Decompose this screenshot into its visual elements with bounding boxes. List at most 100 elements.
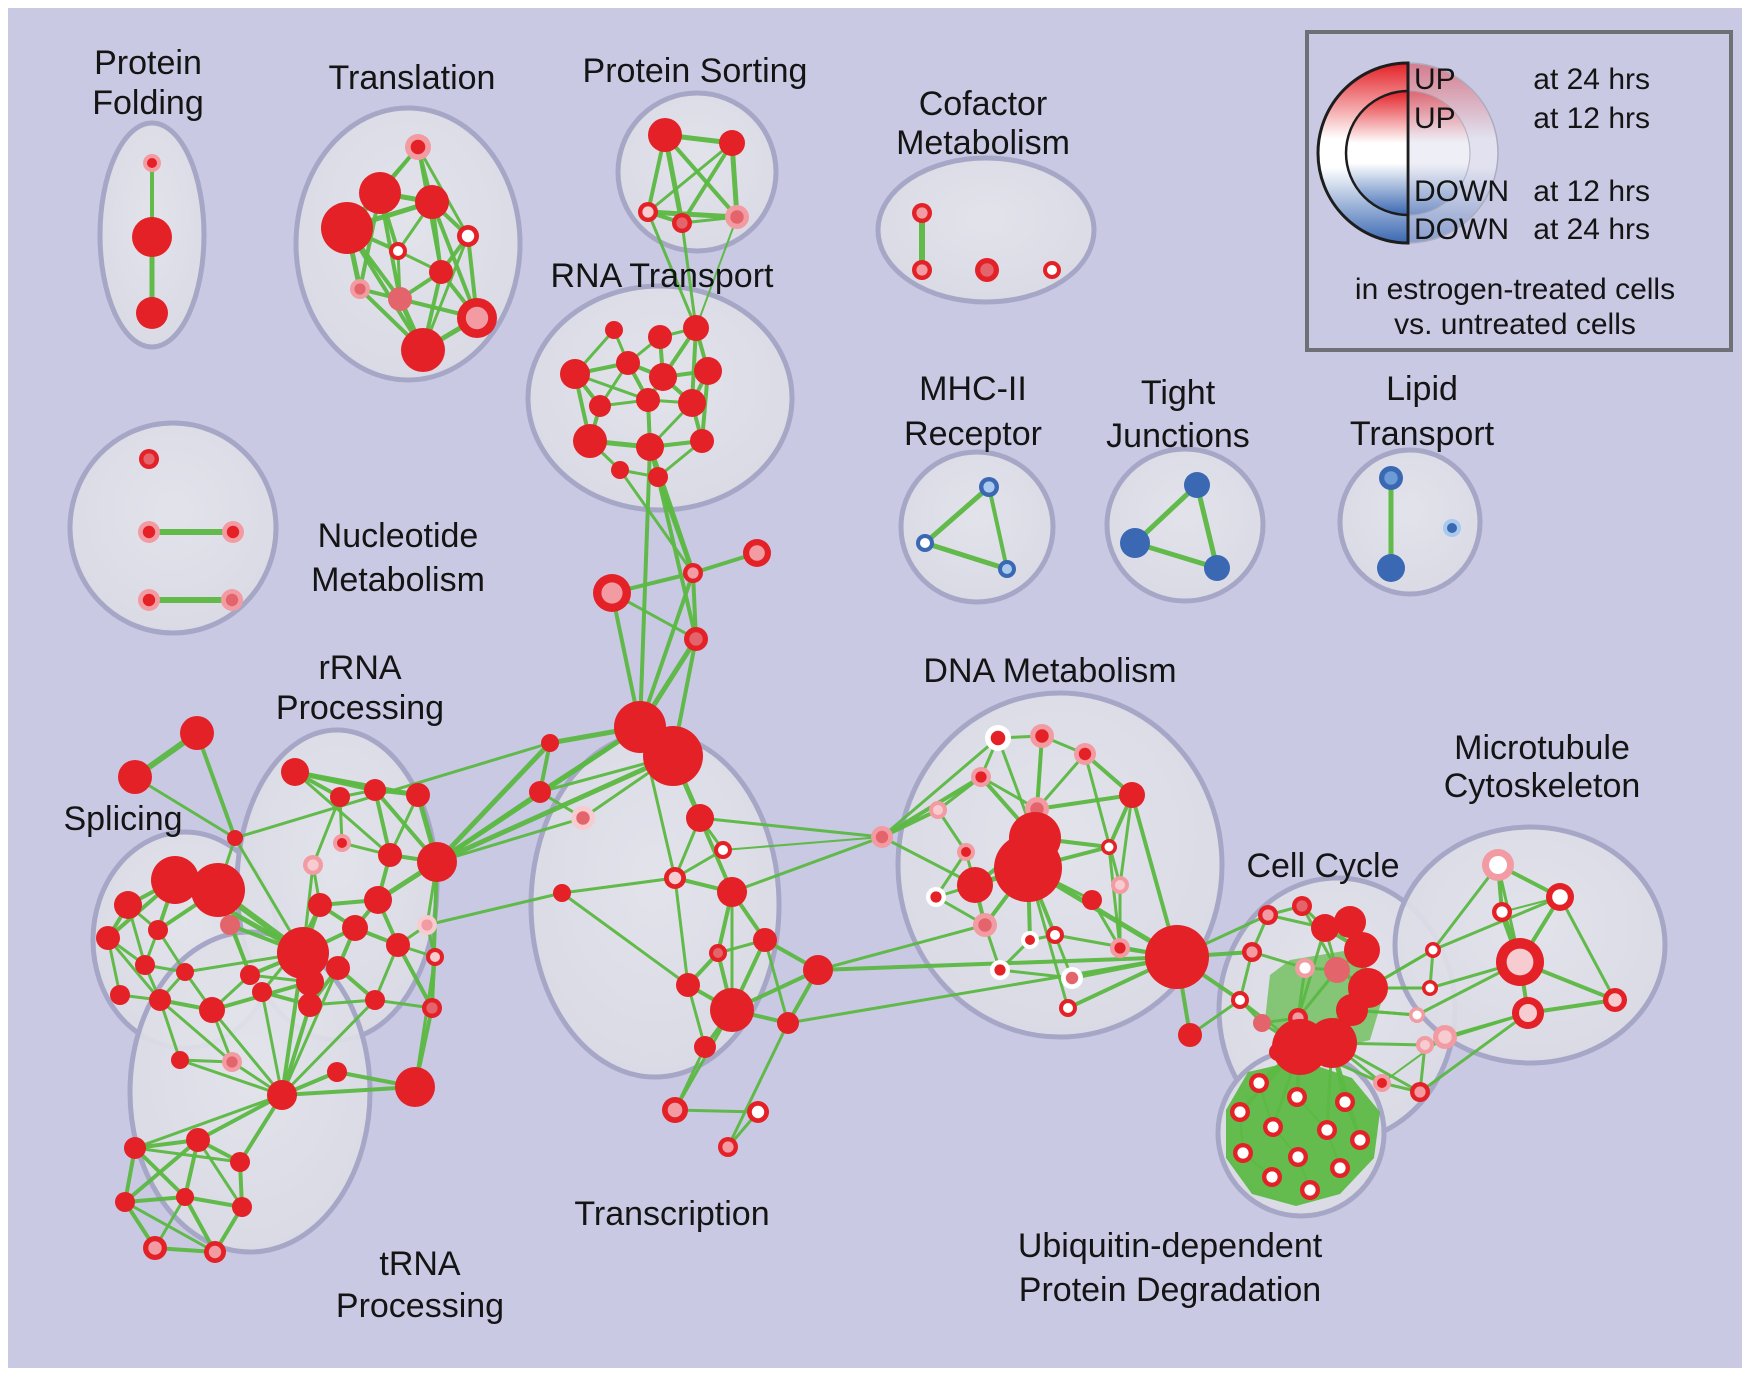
node [191, 863, 245, 917]
node [719, 130, 745, 156]
node [683, 315, 709, 341]
node [180, 716, 214, 750]
node-core [718, 845, 728, 855]
cluster-ellipse-tight-junctions [1104, 446, 1266, 604]
edge [1558, 895, 1617, 1002]
node [1311, 914, 1339, 942]
node [803, 955, 833, 985]
node [298, 993, 322, 1017]
node-core [994, 964, 1006, 976]
node-core [713, 948, 723, 958]
node-core [601, 582, 623, 604]
edge [618, 468, 695, 575]
node [1344, 932, 1380, 968]
node-core [1104, 842, 1114, 852]
legend-time-label: at 24 hrs [1533, 63, 1650, 96]
edge [1035, 793, 1134, 811]
node [636, 433, 664, 461]
edge [1035, 752, 1087, 811]
legend-direction-label: DOWN [1414, 175, 1509, 208]
node [281, 758, 309, 786]
cluster-ellipse-cofactor-metabolism [875, 155, 1097, 305]
node-core [147, 158, 157, 168]
node [753, 928, 777, 952]
node-core [1552, 889, 1568, 905]
node-core [307, 859, 319, 871]
edge [196, 1138, 244, 1209]
cluster-label-nucleotide-metabolism: Metabolism [311, 561, 485, 599]
edge [233, 741, 552, 840]
cluster-ellipse-lipid-transport [1337, 447, 1483, 597]
node [529, 781, 551, 803]
node [199, 997, 225, 1023]
node-core [916, 264, 928, 276]
node-core [689, 632, 703, 646]
node [114, 891, 142, 919]
node [406, 783, 430, 807]
node-core [1115, 880, 1125, 890]
node-core [1262, 909, 1274, 921]
node-core [1438, 1030, 1452, 1044]
node [560, 359, 590, 389]
edge [123, 1195, 187, 1204]
node [364, 886, 392, 914]
edge [680, 141, 734, 225]
node [541, 734, 559, 752]
node [124, 1137, 146, 1159]
node [1184, 472, 1210, 498]
edge [280, 998, 377, 1097]
node-core [1035, 729, 1049, 743]
node-core [1608, 993, 1622, 1007]
node-core [1412, 1010, 1422, 1020]
node [573, 424, 607, 458]
cluster-label-tight-junctions: Tight [1141, 374, 1216, 412]
node-core [916, 207, 928, 219]
node [267, 1080, 297, 1110]
node-core [1291, 1091, 1303, 1103]
node [148, 920, 168, 940]
node [616, 351, 640, 375]
edge [880, 736, 1000, 839]
node [1336, 994, 1368, 1026]
node-core [421, 919, 433, 931]
node [1377, 554, 1405, 582]
cluster-label-dna-metabolism: DNA Metabolism [923, 652, 1176, 690]
node-core [668, 871, 682, 885]
edge [1431, 895, 1562, 952]
node-core [226, 1056, 238, 1068]
legend-caption: in estrogen-treated cells [1355, 273, 1675, 306]
node-core [1489, 856, 1507, 874]
node-core [410, 139, 426, 155]
cluster-label-rna-transport: RNA Transport [551, 257, 775, 295]
edge [1107, 845, 1122, 950]
cluster-label-protein-sorting: Protein Sorting [583, 52, 808, 90]
node [378, 843, 402, 867]
node-core [730, 210, 744, 224]
edge [280, 1085, 417, 1097]
node-core [1002, 564, 1012, 574]
node [136, 297, 168, 329]
node-core [1304, 1184, 1316, 1196]
edge [434, 753, 676, 865]
node-core [426, 1002, 438, 1014]
node-core [1065, 971, 1079, 985]
node [676, 973, 700, 997]
cluster-label-lipid-transport: Transport [1350, 415, 1495, 453]
edge [196, 1093, 284, 1142]
node [777, 1012, 799, 1034]
node-core [1377, 1078, 1387, 1088]
node-core [576, 811, 590, 825]
node-core [676, 217, 688, 229]
node [232, 1197, 252, 1217]
node [589, 395, 611, 417]
node-core [1292, 1151, 1304, 1163]
node [1145, 925, 1209, 989]
node [686, 804, 714, 832]
edge [158, 998, 234, 1064]
node [643, 726, 703, 786]
node-core [1050, 930, 1060, 940]
node [1253, 1014, 1271, 1032]
node [1334, 906, 1366, 938]
legend-caption: vs. untreated cells [1394, 308, 1636, 341]
